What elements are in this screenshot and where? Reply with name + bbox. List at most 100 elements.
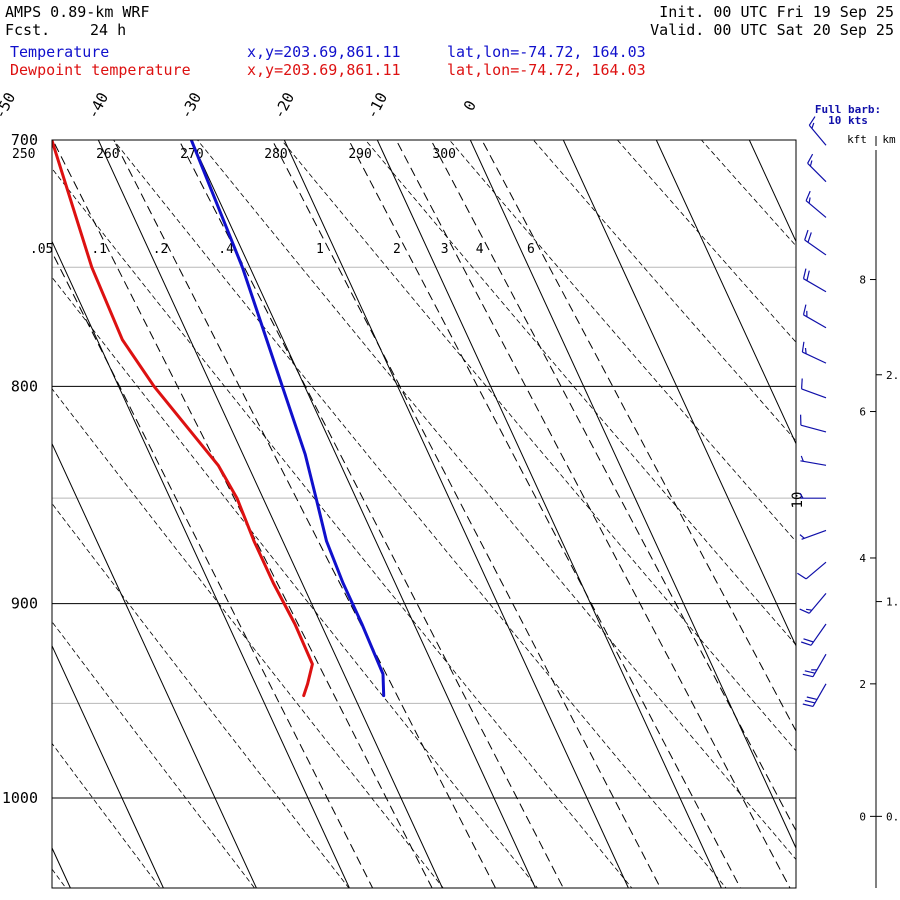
wind-barb — [797, 561, 827, 580]
wind-barb — [808, 116, 827, 146]
dry-adiabat-line — [52, 276, 538, 888]
mixing-ratio-line — [348, 140, 741, 888]
dry-adiabat-label: 290 — [348, 147, 371, 162]
init-time: Init. 00 UTC Fri 19 Sep 25 — [659, 3, 894, 21]
dry-adiabat-label: 280 — [264, 147, 287, 162]
pressure-label-700: 700 — [11, 131, 38, 149]
wind-barb — [807, 153, 827, 183]
forecast-hour: 24 h — [90, 21, 127, 39]
km-tick-label: 2. — [886, 369, 899, 382]
isotherm-line — [376, 140, 722, 888]
isotherm-line — [190, 140, 536, 888]
dry-adiabat-line — [196, 140, 796, 861]
mixing-ratio-line — [178, 140, 564, 888]
km-tick-label: 1. — [886, 596, 899, 609]
isotherm-line — [52, 442, 257, 888]
kft-tick-label: 2 — [859, 678, 866, 691]
wind-panel: Full barb:10 kts kft km 8 6 4 2 0 2. 1. 0. 10 — [790, 103, 899, 888]
full-barb-value: 10 kts — [828, 114, 868, 127]
wind-barb-feather — [811, 122, 815, 129]
wind-barb-feather — [802, 268, 807, 279]
dry-adiabat-line — [112, 140, 727, 888]
pressure-label-1000: 1000 — [2, 789, 38, 807]
mixing-ratio-label: 2 — [393, 242, 401, 257]
isotherm-label: -40 — [84, 89, 113, 121]
dry-adiabat-line — [280, 140, 796, 752]
legend-dewpoint-xy: x,y=203.69,861.11 — [247, 61, 401, 79]
dry-adiabat-line — [52, 502, 350, 888]
wind-barb-feather — [801, 378, 803, 389]
valid-time: Valid. 00 UTC Sat 20 Sep 25 — [650, 21, 894, 39]
wind-barb — [802, 268, 827, 293]
wind-barb-staff — [812, 653, 827, 677]
dry-adiabat-line — [448, 140, 796, 543]
wind-barb-feather — [809, 160, 813, 167]
dry-adiabat-line — [52, 621, 256, 888]
km-tick-label: 0. — [886, 810, 899, 823]
wind-barb-feather — [799, 492, 804, 499]
pressure-label-800: 800 — [11, 377, 38, 395]
wind-barb-feather — [797, 572, 807, 580]
wind-barb-staff — [801, 529, 827, 540]
wind-barb-staff — [807, 162, 827, 183]
dry-adiabat-label: 260 — [96, 147, 119, 162]
isotherm-line — [52, 240, 350, 888]
wind-barb — [800, 455, 827, 466]
mixing-ratio-line — [271, 140, 662, 888]
wind-barb — [801, 623, 827, 646]
mixing-ratio-label: .1 — [91, 242, 107, 257]
mixing-ratio-label: .2 — [153, 242, 169, 257]
mixing-ratio-label: 6 — [527, 242, 535, 257]
model-title: AMPS 0.89-km WRF — [5, 3, 150, 21]
wind-barb-feather — [802, 703, 814, 707]
wind-barb-staff — [800, 424, 827, 433]
wind-side-label: 10 — [790, 492, 806, 509]
wind-barb-staff — [810, 623, 827, 646]
wind-barb-feather — [803, 638, 814, 643]
wind-barb-staff — [808, 592, 827, 614]
wind-barb — [805, 190, 827, 218]
wind-barb-staff — [808, 124, 827, 146]
dry-adiabat-label: 250 — [12, 147, 35, 162]
wind-barb-feather — [807, 232, 812, 243]
mixing-ratio-line — [481, 140, 796, 733]
isotherm-label: -20 — [270, 89, 299, 121]
wind-barb-feather — [802, 673, 814, 678]
wind-barb — [800, 414, 827, 433]
isotherm-line — [469, 140, 796, 850]
pressure-label-900: 900 — [11, 595, 38, 613]
wind-barb-feather — [806, 270, 810, 281]
wind-barb-feather — [804, 670, 816, 674]
isotherm-label: 0 — [460, 97, 480, 113]
isotherm-line — [52, 644, 164, 888]
isotherm-line — [562, 140, 796, 648]
mixing-ratio-label: .4 — [218, 242, 234, 257]
wind-barb-feather — [806, 608, 812, 611]
dry-adiabat-line — [0, 32, 4, 900]
mixing-ratio-label: 4 — [476, 242, 484, 257]
dry-adiabat-line — [616, 140, 796, 343]
wind-barb — [799, 529, 827, 540]
wind-barb — [802, 653, 827, 678]
temperature-profile — [189, 140, 386, 698]
kft-label: kft — [847, 133, 867, 146]
dewpoint-profile — [52, 140, 314, 698]
legend-temperature-xy: x,y=203.69,861.11 — [247, 43, 401, 61]
wind-barb — [799, 592, 827, 614]
wind-barb-staff — [800, 460, 827, 466]
wind-barb-feather — [800, 455, 804, 462]
wind-barb — [804, 229, 827, 256]
wind-barb-feather — [807, 153, 814, 164]
kft-tick-label: 6 — [859, 406, 866, 419]
mixing-ratio-line — [430, 140, 796, 832]
wind-barb-feather — [804, 699, 816, 704]
wind-barb-feather — [801, 641, 812, 646]
legend-dewpoint-name: Dewpoint temperature — [10, 61, 191, 79]
isotherm-label: -10 — [363, 89, 392, 121]
profile-lines — [52, 140, 386, 698]
mixing-ratio-line — [52, 140, 433, 888]
legend-temperature-latlon: lat,lon=-74.72, 164.03 — [447, 43, 646, 61]
mixing-ratio-line — [395, 140, 791, 888]
wind-barb-staff — [805, 200, 827, 218]
